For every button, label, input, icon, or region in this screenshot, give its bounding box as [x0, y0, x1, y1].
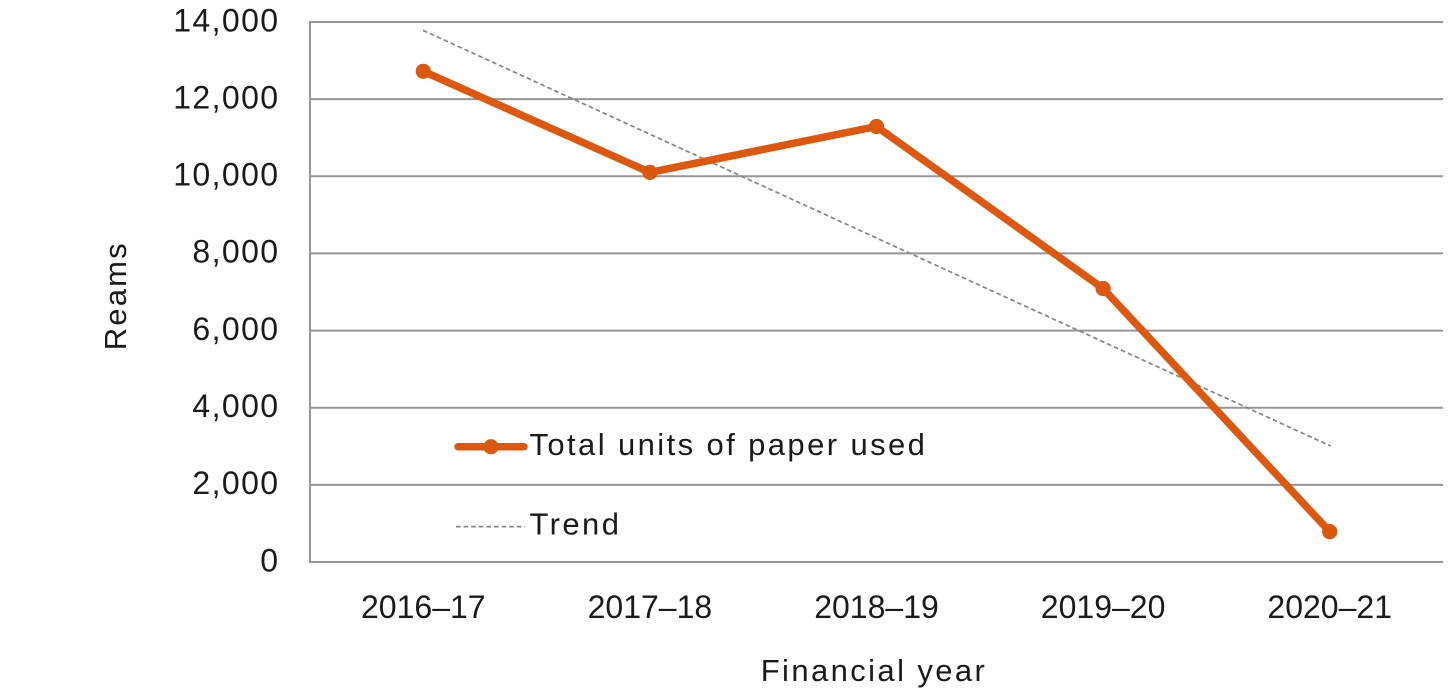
svg-text:2019–20: 2019–20	[1041, 589, 1166, 625]
svg-text:2016–17: 2016–17	[361, 589, 486, 625]
svg-text:14,000: 14,000	[173, 2, 279, 38]
svg-text:4,000: 4,000	[192, 388, 279, 424]
svg-text:12,000: 12,000	[173, 79, 279, 115]
svg-text:Financial year: Financial year	[761, 653, 988, 688]
svg-text:2,000: 2,000	[192, 465, 279, 501]
svg-text:10,000: 10,000	[173, 157, 279, 193]
svg-text:Trend: Trend	[530, 507, 622, 542]
svg-text:Total units of paper used: Total units of paper used	[530, 427, 928, 462]
svg-text:8,000: 8,000	[192, 234, 279, 270]
svg-text:2017–18: 2017–18	[588, 589, 713, 625]
svg-text:Reams: Reams	[98, 241, 133, 350]
svg-text:6,000: 6,000	[192, 311, 279, 347]
svg-text:2020–21: 2020–21	[1267, 589, 1392, 625]
svg-text:2018–19: 2018–19	[814, 589, 939, 625]
svg-text:0: 0	[260, 542, 279, 578]
